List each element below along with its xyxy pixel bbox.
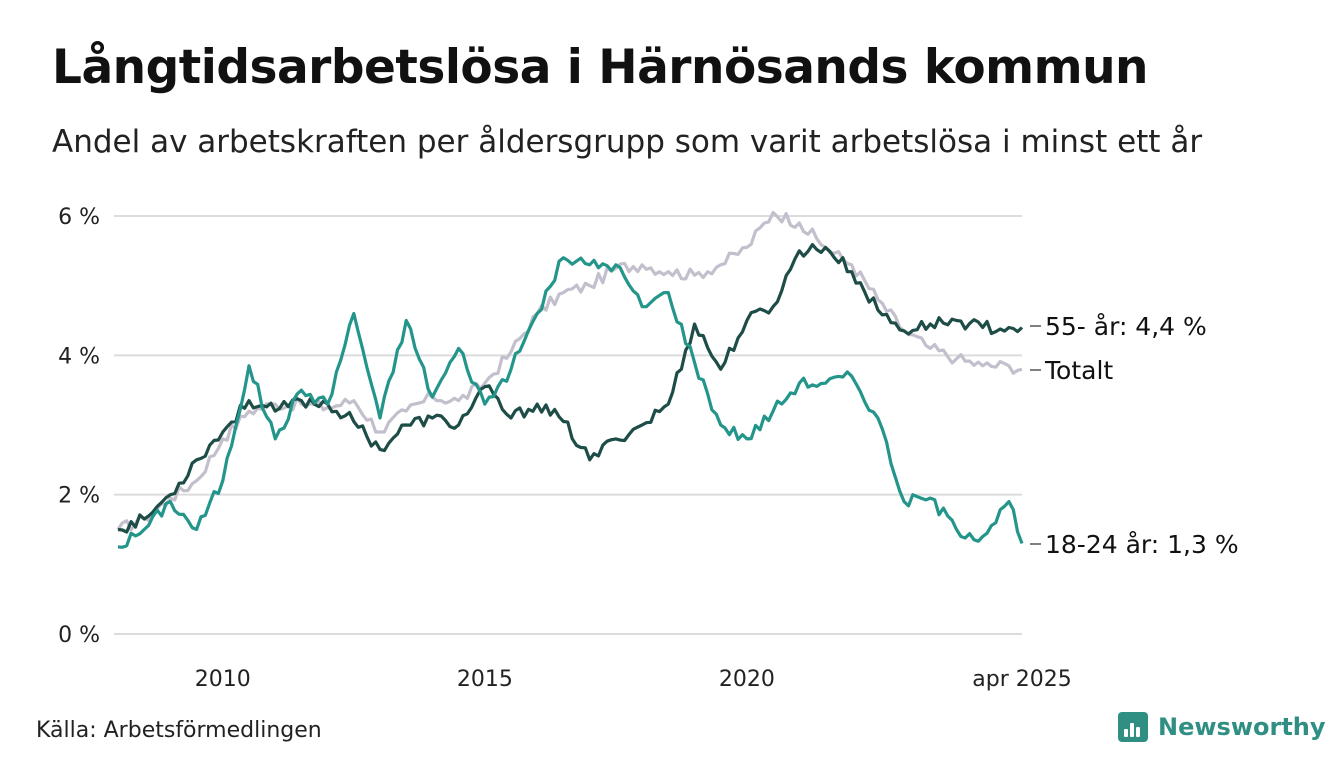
- newsworthy-logo-icon: [1118, 712, 1148, 742]
- series-end-label: 55- år: 4,4 %: [1045, 312, 1207, 341]
- chart-title: Långtidsarbetslösa i Härnösands kommun: [52, 40, 1149, 95]
- brand-logo[interactable]: Newsworthy: [1118, 712, 1326, 742]
- series-line: [117, 256, 1024, 549]
- series-end-label: 18-24 år: 1,3 %: [1045, 530, 1239, 559]
- y-tick-label: 4 %: [58, 344, 100, 369]
- series-end-label: Totalt: [1044, 356, 1113, 385]
- y-tick-label: 0 %: [58, 623, 100, 648]
- series-line: [116, 210, 1023, 532]
- x-tick-label: 2010: [195, 667, 251, 692]
- chart-subtitle: Andel av arbetskraften per åldersgrupp s…: [52, 124, 1203, 160]
- line-chart: 0 % 2 % 4 % 6 % 2010 2015 2020 apr 2025 Totalt 55…: [58, 205, 1239, 692]
- y-tick-label: 6 %: [58, 205, 100, 230]
- series-line: [117, 243, 1024, 534]
- y-tick-label: 2 %: [58, 484, 100, 509]
- x-tick-label: 2020: [719, 667, 775, 692]
- brand-name: Newsworthy: [1158, 713, 1326, 741]
- source-note: Källa: Arbetsförmedlingen: [36, 718, 322, 743]
- x-tick-label: apr 2025: [972, 667, 1071, 692]
- x-tick-label: 2015: [457, 667, 513, 692]
